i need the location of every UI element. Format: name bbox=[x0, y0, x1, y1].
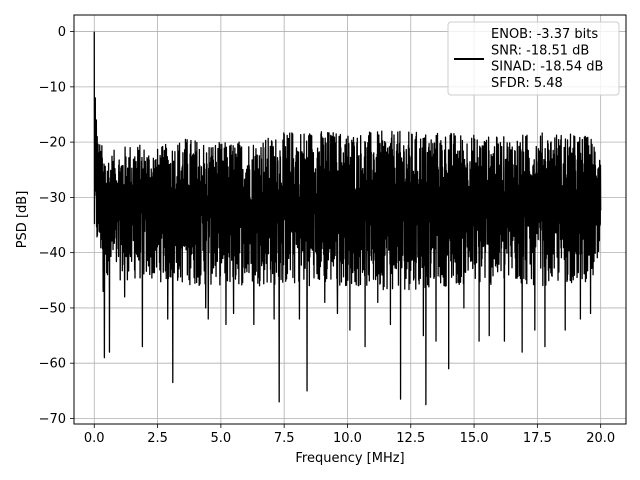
ticks: 0.0 2.5 5.0 7.5 10.0 12.5 15.0 17.5 20.0 0 −10 −20 −… bbox=[39, 25, 616, 446]
legend-sfdr: SFDR: 5.48 bbox=[491, 76, 563, 91]
axes-frame bbox=[73, 14, 627, 425]
legend-box bbox=[447, 21, 620, 96]
x-tick-label: 17.5 bbox=[523, 431, 552, 446]
y-tick-label: −10 bbox=[39, 80, 66, 95]
y-tick-label: −50 bbox=[39, 301, 66, 316]
y-tick-label: −70 bbox=[39, 412, 66, 427]
x-tick-label: 2.5 bbox=[147, 431, 168, 446]
x-tick-label: 10.0 bbox=[333, 431, 362, 446]
y-tick-label: −30 bbox=[39, 191, 66, 206]
psd-series-line bbox=[93, 31, 602, 406]
y-tick-label: −40 bbox=[39, 246, 66, 261]
x-tick-label: 20.0 bbox=[586, 431, 615, 446]
x-axis-title: Frequency [MHz] bbox=[295, 451, 404, 466]
x-tick-label: 0.0 bbox=[84, 431, 105, 446]
y-tick-label: 0 bbox=[58, 25, 66, 40]
plot-area bbox=[93, 31, 602, 406]
x-tick-label: 5.0 bbox=[211, 431, 232, 446]
y-tick-label: −20 bbox=[39, 136, 66, 151]
x-tick-label: 7.5 bbox=[274, 431, 295, 446]
legend-enob: ENOB: -3.37 bits bbox=[491, 27, 598, 42]
legend-snr: SNR: -18.51 dB bbox=[491, 43, 589, 58]
y-axis-title: PSD [dB] bbox=[15, 191, 30, 249]
x-tick-label: 15.0 bbox=[460, 431, 489, 446]
y-tick-label: −60 bbox=[39, 357, 66, 372]
x-tick-label: 12.5 bbox=[396, 431, 425, 446]
legend-sinad: SINAD: -18.54 dB bbox=[491, 60, 603, 75]
legend: ENOB: -3.37 bits SNR: -18.51 dB SINAD: -… bbox=[447, 21, 620, 96]
